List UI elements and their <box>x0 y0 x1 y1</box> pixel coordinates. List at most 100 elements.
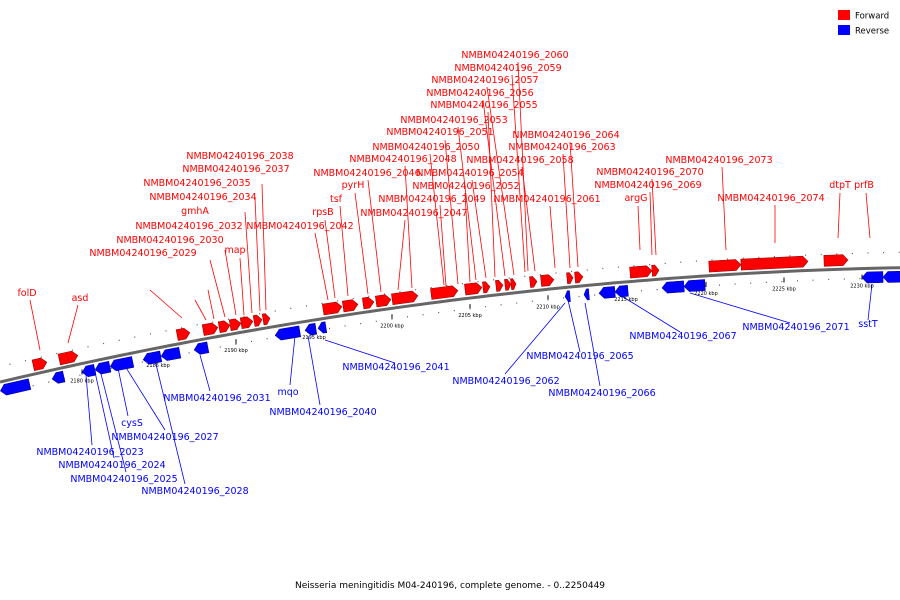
forward-label: NMBM04240196_2074 <box>717 193 824 204</box>
reverse-gene[interactable] <box>109 356 135 372</box>
forward-label: NMBM04240196_2053 <box>400 115 507 126</box>
reverse-leader-line <box>504 302 566 375</box>
forward-leader-line <box>254 197 261 312</box>
forward-label: map <box>224 245 245 256</box>
forward-label: NMBM04240196_2069 <box>594 180 701 191</box>
reverse-gene[interactable] <box>661 280 685 294</box>
forward-gene[interactable] <box>341 299 359 313</box>
minor-tick <box>765 281 767 283</box>
forward-label: NMBM04240196_2048 <box>349 154 456 165</box>
reverse-gene[interactable] <box>274 325 302 341</box>
forward-gene[interactable] <box>201 322 219 336</box>
minor-tick <box>555 272 557 274</box>
reverse-gene[interactable] <box>683 279 706 292</box>
forward-label: NMBM04240196_2063 <box>508 142 615 153</box>
tick-label: 2190 kbp <box>224 348 248 354</box>
minor-tick <box>594 294 596 296</box>
forward-gene[interactable] <box>823 254 849 267</box>
reverse-gene[interactable] <box>564 290 571 303</box>
forward-gene[interactable] <box>651 264 660 277</box>
reverse-gene[interactable] <box>0 378 32 396</box>
minor-tick <box>508 277 510 279</box>
forward-gene[interactable] <box>464 282 483 296</box>
forward-leader-line <box>562 153 571 269</box>
minor-tick <box>695 260 697 262</box>
reverse-gene[interactable] <box>614 284 629 298</box>
forward-gene[interactable] <box>540 274 555 287</box>
forward-gene[interactable] <box>430 285 459 300</box>
minor-tick <box>750 282 752 284</box>
reverse-gene[interactable] <box>94 360 112 375</box>
minor-tick <box>898 251 900 253</box>
minor-tick <box>430 287 432 289</box>
forward-gene[interactable] <box>252 314 263 327</box>
minor-tick <box>32 385 34 387</box>
minor-tick <box>758 256 760 258</box>
forward-gene[interactable] <box>31 357 48 372</box>
reverse-gene[interactable] <box>598 286 616 299</box>
minor-tick <box>56 353 58 355</box>
forward-gene[interactable] <box>482 281 491 294</box>
legend-reverse-label: Reverse <box>855 27 889 37</box>
reverse-gene[interactable] <box>160 346 182 361</box>
forward-label: NMBM04240196_2030 <box>116 235 223 246</box>
minor-tick <box>469 308 471 310</box>
minor-tick <box>649 264 651 266</box>
minor-tick <box>165 330 167 332</box>
map-caption: Neisseria meningitidis M04-240196, compl… <box>295 581 605 591</box>
forward-gene[interactable] <box>566 272 574 285</box>
forward-label: NMBM04240196_2060 <box>461 50 568 61</box>
forward-gene[interactable] <box>261 313 271 326</box>
reverse-gene[interactable] <box>51 370 66 384</box>
reverse-gene[interactable] <box>193 341 210 355</box>
reverse-label: sstT <box>858 319 878 330</box>
forward-gene[interactable] <box>217 320 231 333</box>
forward-label: NMBM04240196_2049 <box>378 194 485 205</box>
reverse-gene[interactable] <box>882 270 900 283</box>
forward-gene[interactable] <box>629 265 653 279</box>
forward-gene[interactable] <box>375 294 392 308</box>
forward-gene[interactable] <box>228 318 242 331</box>
forward-gene[interactable] <box>175 327 191 341</box>
tick-label: 2200 kbp <box>380 323 404 329</box>
reverse-gene[interactable] <box>81 364 97 378</box>
reverse-gene[interactable] <box>317 321 328 334</box>
forward-leader-line <box>457 126 477 281</box>
minor-tick <box>344 325 346 327</box>
forward-gene[interactable] <box>495 279 504 292</box>
reverse-gene[interactable] <box>142 350 163 365</box>
forward-label: NMBM04240196_2051 <box>386 127 493 138</box>
minor-tick <box>734 283 736 285</box>
forward-gene[interactable] <box>361 296 375 310</box>
forward-gene[interactable] <box>239 316 254 330</box>
forward-gene[interactable] <box>57 350 79 366</box>
tick-label: 2220 kbp <box>694 291 718 297</box>
forward-gene[interactable] <box>740 255 809 271</box>
reverse-gene[interactable] <box>304 323 318 336</box>
minor-tick <box>415 289 417 291</box>
reverse-label: NMBM04240196_2027 <box>111 432 218 443</box>
minor-tick <box>797 280 798 282</box>
minor-tick <box>524 275 526 277</box>
minor-tick <box>290 307 292 309</box>
tick-label: 2225 kbp <box>772 287 796 293</box>
forward-leader-line <box>149 289 183 319</box>
forward-gene[interactable] <box>574 271 584 284</box>
reverse-label: NMBM04240196_2041 <box>342 362 449 373</box>
forward-gene[interactable] <box>708 259 742 273</box>
forward-label: prfB <box>854 180 874 191</box>
reverse-gene[interactable] <box>861 271 884 284</box>
forward-gene[interactable] <box>529 276 538 288</box>
forward-leader-line <box>194 299 207 321</box>
forward-leader-line <box>487 111 496 278</box>
forward-gene[interactable] <box>321 301 343 316</box>
forward-gene[interactable] <box>391 290 419 306</box>
forward-gene[interactable] <box>510 278 517 291</box>
forward-label: folD <box>17 288 36 299</box>
minor-tick <box>820 253 822 256</box>
minor-tick <box>586 269 588 271</box>
reverse-label: NMBM04240196_2024 <box>58 460 165 471</box>
minor-tick <box>134 336 136 338</box>
forward-gene[interactable] <box>504 278 512 291</box>
reverse-gene[interactable] <box>583 288 590 301</box>
